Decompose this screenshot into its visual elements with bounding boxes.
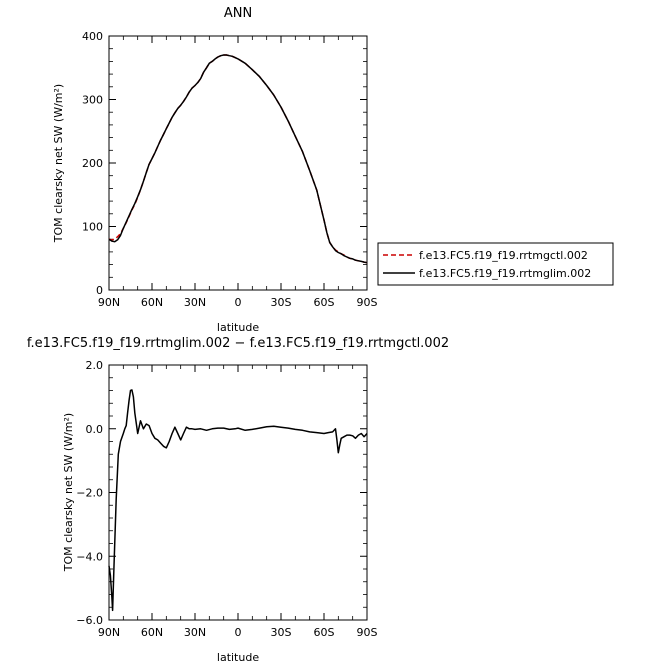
bottom-y-tick-label: −2.0 [76, 487, 103, 500]
top-series-line-0 [108, 54, 368, 264]
bottom-panel-tick-labels: 90N 60N 30N 0 30S 60S 90S −6.0 −4.0 −2.0 0.0 2.0 [76, 359, 377, 639]
bottom-panel-x-axis-label: latitude [217, 651, 259, 664]
bottom-panel: f.e13.FC5.f19_f19.rrtmglim.002 − f.e13.F… [27, 336, 449, 664]
bottom-x-tick-label: 30S [271, 626, 292, 639]
bottom-x-tick-label: 90S [357, 626, 378, 639]
top-x-tick-label: 30S [271, 296, 292, 309]
top-panel-tick-labels: 90N 60N 30N 0 30S 60S 90S 0 100 200 300 400 [82, 30, 378, 309]
bottom-y-tick-label: −6.0 [76, 614, 103, 627]
top-panel: ANN 90N 60N 30N 0 30S 60S 90S 0 100 200 300 400 TOM… [52, 6, 378, 334]
bottom-x-tick-label: 90N [98, 626, 120, 639]
bottom-panel-title: f.e13.FC5.f19_f19.rrtmglim.002 − f.e13.F… [27, 336, 449, 351]
bottom-panel-series [108, 389, 368, 612]
top-x-tick-label: 90N [98, 296, 120, 309]
top-panel-frame [108, 35, 368, 291]
bottom-y-tick-label: 0.0 [86, 423, 104, 436]
legend: f.e13.FC5.f19_f19.rrtmgctl.002 f.e13.FC5… [377, 242, 614, 286]
bottom-x-tick-label: 0 [235, 626, 242, 639]
top-panel-series [108, 54, 368, 264]
top-y-tick-label: 100 [82, 221, 103, 234]
top-panel-ticks [108, 35, 368, 291]
top-y-tick-label: 400 [82, 30, 103, 43]
top-series-line-1 [108, 54, 368, 264]
bottom-x-tick-label: 30N [184, 626, 206, 639]
legend-label-ctl: f.e13.FC5.f19_f19.rrtmgctl.002 [419, 249, 588, 262]
bottom-y-tick-label: −4.0 [76, 550, 103, 563]
top-panel-title: ANN [224, 6, 252, 21]
bottom-series-line-0 [108, 389, 368, 612]
top-x-tick-label: 90S [357, 296, 378, 309]
bottom-panel-ticks [108, 364, 368, 621]
top-x-tick-label: 60S [314, 296, 335, 309]
top-y-tick-label: 300 [82, 94, 103, 107]
bottom-panel-frame [108, 364, 368, 621]
top-x-tick-label: 0 [235, 296, 242, 309]
bottom-y-tick-label: 2.0 [86, 359, 104, 372]
bottom-x-tick-label: 60S [314, 626, 335, 639]
top-panel-x-axis-label: latitude [217, 321, 259, 334]
top-x-tick-label: 60N [141, 296, 163, 309]
top-y-tick-label: 0 [96, 284, 103, 297]
bottom-panel-y-axis-label: TOM clearsky net SW (W/m²) [62, 413, 75, 572]
bottom-x-tick-label: 60N [141, 626, 163, 639]
legend-label-lim: f.e13.FC5.f19_f19.rrtmglim.002 [419, 267, 591, 280]
top-panel-y-axis-label: TOM clearsky net SW (W/m²) [52, 84, 65, 243]
top-x-tick-label: 30N [184, 296, 206, 309]
legend-box [377, 242, 614, 286]
top-y-tick-label: 200 [82, 157, 103, 170]
